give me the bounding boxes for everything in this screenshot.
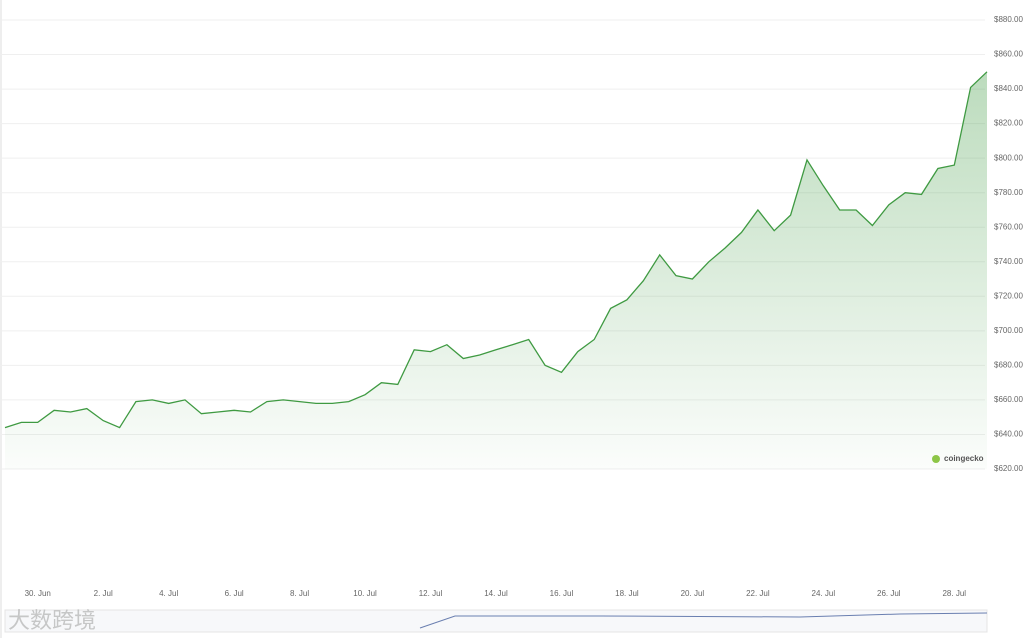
y-tick-label: $700.00 bbox=[994, 326, 1023, 335]
y-tick-label: $780.00 bbox=[994, 188, 1023, 197]
navigator-line bbox=[419, 612, 988, 629]
y-tick-label: $620.00 bbox=[994, 464, 1023, 473]
logo bbox=[932, 455, 940, 463]
watermark: coingecko bbox=[932, 454, 984, 463]
y-tick-label: $740.00 bbox=[994, 257, 1023, 266]
x-tick-label: 28. Jul bbox=[942, 589, 966, 598]
x-tick-label: 30. Jun bbox=[25, 589, 51, 598]
x-tick-label: 6. Jul bbox=[225, 589, 244, 598]
x-tick-label: 2. Jul bbox=[94, 589, 113, 598]
x-tick-label: 16. Jul bbox=[550, 589, 574, 598]
x-tick-label: 4. Jul bbox=[159, 589, 178, 598]
y-tick-label: $760.00 bbox=[994, 222, 1023, 231]
x-tick-label: 14. Jul bbox=[484, 589, 508, 598]
y-tick-label: $880.00 bbox=[994, 15, 1023, 24]
x-tick-label: 24. Jul bbox=[812, 589, 836, 598]
y-tick-label: $840.00 bbox=[994, 84, 1023, 93]
x-tick-label: 10. Jul bbox=[353, 589, 377, 598]
x-tick-label: 22. Jul bbox=[746, 589, 770, 598]
watermark-text: coingecko bbox=[944, 454, 984, 463]
y-tick-label: $800.00 bbox=[994, 153, 1023, 162]
y-tick-label: $720.00 bbox=[994, 291, 1023, 300]
y-tick-label: $640.00 bbox=[994, 430, 1023, 439]
y-tick-label: $860.00 bbox=[994, 50, 1023, 59]
x-tick-label: 12. Jul bbox=[419, 589, 443, 598]
y-tick-label: $820.00 bbox=[994, 119, 1023, 128]
navigator[interactable] bbox=[4, 609, 988, 633]
y-tick-label: $680.00 bbox=[994, 360, 1023, 369]
overlay-watermark: 大数跨境 bbox=[8, 608, 96, 633]
x-tick-label: 8. Jul bbox=[290, 589, 309, 598]
x-tick-label: 26. Jul bbox=[877, 589, 901, 598]
x-tick-label: 18. Jul bbox=[615, 589, 639, 598]
price-line bbox=[4, 71, 988, 429]
x-tick-label: 20. Jul bbox=[681, 589, 705, 598]
y-tick-label: $660.00 bbox=[994, 395, 1023, 404]
area bbox=[5, 71, 987, 470]
